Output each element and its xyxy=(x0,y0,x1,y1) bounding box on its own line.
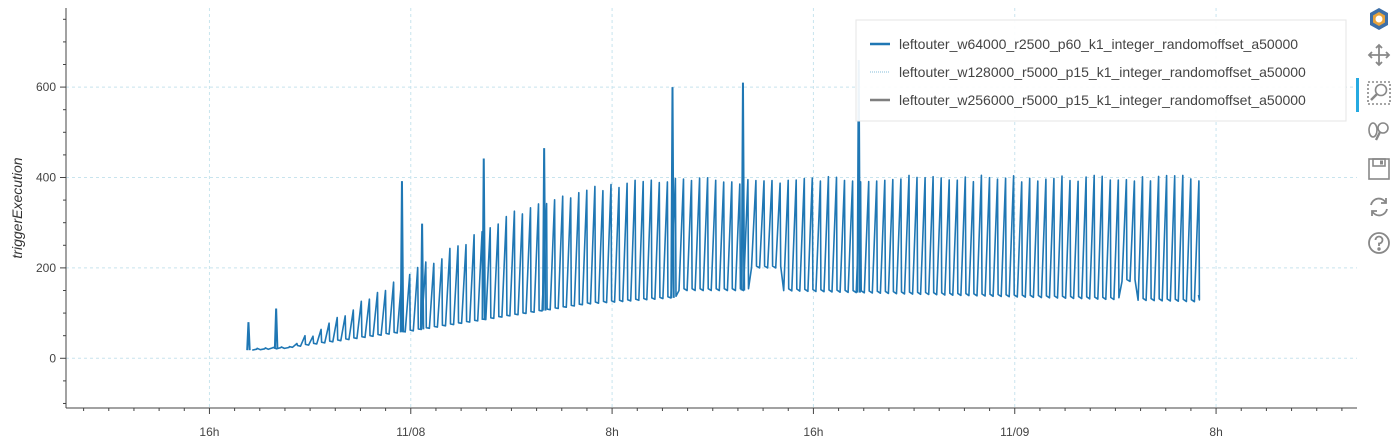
y-axis-title: triggerExecution xyxy=(9,157,25,258)
save-icon[interactable] xyxy=(1366,156,1392,182)
series-spike xyxy=(399,181,405,333)
series-spike xyxy=(246,322,251,351)
x-tick-label: 16h xyxy=(199,425,219,439)
reset-icon[interactable] xyxy=(1366,194,1392,220)
series-line-1 xyxy=(252,174,1201,351)
pan-icon[interactable] xyxy=(1366,42,1392,68)
series-spike xyxy=(740,82,746,291)
legend-label-3: leftouter_w256000_r5000_p15_k1_integer_r… xyxy=(899,92,1306,108)
x-tick-label: 16h xyxy=(803,425,823,439)
y-tick-label: 0 xyxy=(49,351,56,365)
y-tick-label: 400 xyxy=(36,170,56,184)
x-tick-label: 11/09 xyxy=(1000,425,1029,439)
series-spike xyxy=(419,223,425,330)
legend: leftouter_w64000_r2500_p60_k1_integer_ra… xyxy=(855,19,1347,122)
x-tick-label: 8h xyxy=(605,425,618,439)
y-tick-label: 600 xyxy=(36,80,56,94)
x-tick-label: 11/08 xyxy=(396,425,425,439)
plot-toolbar xyxy=(1356,4,1398,256)
legend-box xyxy=(855,19,1347,122)
bokeh-logo-icon[interactable] xyxy=(1366,6,1392,32)
wheel-zoom-icon[interactable] xyxy=(1366,118,1392,144)
legend-label-1: leftouter_w64000_r2500_p60_k1_integer_ra… xyxy=(899,36,1298,52)
legend-label-2: leftouter_w128000_r5000_p15_k1_integer_r… xyxy=(899,64,1306,80)
box-zoom-icon[interactable] xyxy=(1366,80,1392,106)
help-icon[interactable] xyxy=(1366,230,1392,256)
active-tool-indicator xyxy=(1356,78,1359,112)
series-spike xyxy=(273,308,279,349)
y-tick-label: 200 xyxy=(36,261,56,275)
x-tick-label: 8h xyxy=(1209,425,1222,439)
series-spike xyxy=(541,148,547,311)
series-spike xyxy=(481,158,487,320)
series-spike xyxy=(670,87,675,298)
